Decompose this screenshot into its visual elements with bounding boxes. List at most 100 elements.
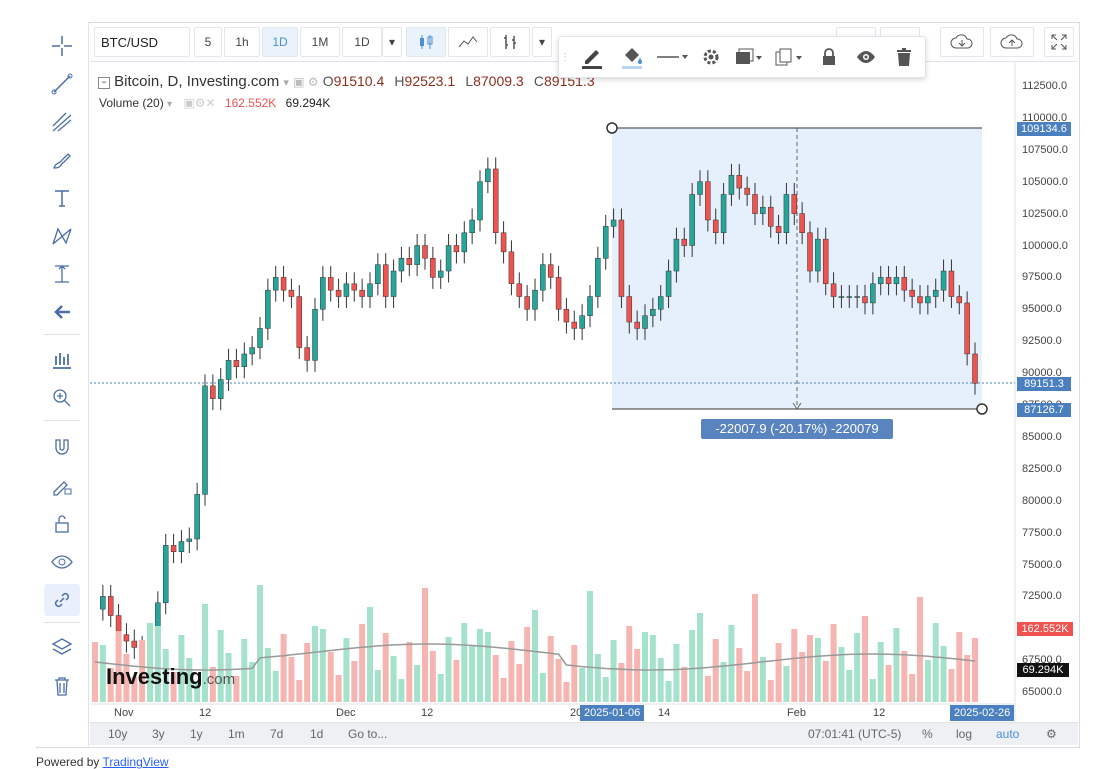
lock-drawing-icon[interactable] (44, 470, 80, 502)
time-label-12-feb: 12 (873, 707, 886, 719)
candle (681, 238, 688, 246)
candle (100, 596, 106, 610)
line-style-button[interactable] (448, 27, 488, 57)
magnet-icon[interactable] (44, 432, 80, 464)
zoom-icon[interactable] (44, 382, 80, 414)
measure-handle-top (606, 122, 618, 134)
pencil-icon (582, 50, 602, 69)
long-position-icon[interactable] (44, 344, 80, 376)
link-icon[interactable] (44, 584, 80, 616)
layers-icon[interactable] (44, 632, 80, 664)
interval-label: 1M (311, 35, 329, 49)
settings-icon[interactable]: ▣ ⚙ (293, 75, 319, 89)
style-dropdown-button[interactable]: ▾ (532, 27, 552, 57)
interval-dropdown-button[interactable]: ▾ (382, 27, 402, 57)
gear-icon (703, 49, 719, 65)
clone-button[interactable] (771, 41, 805, 73)
interval-button-5[interactable]: 5 (194, 27, 222, 57)
candles-style-button[interactable] (406, 27, 446, 57)
candle (500, 232, 507, 253)
candle (265, 289, 271, 329)
auto-toggle[interactable]: auto (996, 727, 1020, 741)
interval-button-1h[interactable]: 1h (224, 27, 260, 57)
range-1d[interactable]: 1d (310, 727, 324, 741)
cloud-upload-button[interactable] (990, 27, 1034, 57)
fullscreen-button[interactable] (1044, 27, 1074, 57)
area-chart-icon (458, 36, 478, 48)
pitchfork-icon[interactable] (44, 106, 80, 138)
volume-bar (390, 656, 397, 702)
text-icon[interactable] (44, 182, 80, 214)
price-chart[interactable] (90, 62, 1020, 722)
collapse-icon[interactable]: − (98, 77, 110, 89)
volume-bar (304, 643, 311, 702)
percent-toggle[interactable]: % (922, 727, 933, 741)
drawing-settings-button[interactable] (697, 41, 725, 73)
price-tick-label: 75000.0 (1022, 558, 1062, 571)
candle (830, 283, 837, 297)
interval-button-1m[interactable]: 1M (300, 27, 340, 57)
candle (775, 226, 782, 233)
cloud-download-button[interactable] (940, 27, 984, 57)
measure-result-label: -22007.9 (-20.17%) -220079 (701, 419, 893, 439)
measure-tool-icon[interactable] (44, 258, 80, 290)
hide-button[interactable] (851, 41, 881, 73)
lock-button[interactable] (815, 41, 843, 73)
trash-icon[interactable] (44, 670, 80, 702)
gear-icon[interactable]: ⚙ (1046, 727, 1057, 741)
line-style-dropdown[interactable] (653, 41, 691, 73)
volume-bar (563, 682, 570, 702)
delete-button[interactable] (889, 41, 919, 73)
range-1m[interactable]: 1m (228, 727, 245, 741)
log-toggle[interactable]: log (956, 727, 973, 741)
candle (909, 289, 915, 297)
eye-icon[interactable] (44, 546, 80, 578)
candle (469, 219, 475, 233)
volume-bar (736, 648, 743, 702)
fill-color-button[interactable] (615, 41, 649, 73)
volume-bar (477, 629, 483, 702)
price-tick-label: 95000.0 (1022, 303, 1062, 316)
range-3y[interactable]: 3y (152, 727, 165, 741)
powered-prefix: Powered by (36, 755, 103, 769)
symbol-search-input[interactable]: BTC/USD (94, 27, 190, 57)
open-value: 91510.4 (333, 73, 385, 89)
volume-bar (162, 649, 169, 702)
candle (547, 264, 554, 278)
candle (445, 245, 452, 272)
drag-handle-icon[interactable]: ⋮ (560, 51, 570, 63)
volume-bar (319, 629, 326, 702)
unlock-icon[interactable] (44, 508, 80, 540)
volume-bar (697, 613, 703, 702)
price-tick-label: 80000.0 (1022, 494, 1062, 507)
volume-settings-icon[interactable]: ▣⚙✕ (183, 96, 216, 110)
investing-logo: Investing.com (106, 664, 235, 690)
candle (225, 360, 232, 380)
back-arrow-icon[interactable] (44, 296, 80, 328)
volume-bar (799, 652, 806, 702)
goto-button[interactable]: Go to... (348, 727, 388, 741)
range-1y[interactable]: 1y (190, 727, 203, 741)
volume-bar (500, 678, 507, 702)
visual-order-button[interactable] (731, 41, 765, 73)
line-color-button[interactable] (575, 41, 609, 73)
range-7d[interactable]: 7d (270, 727, 284, 741)
bars-style-button[interactable] (490, 27, 530, 57)
chevron-down-icon[interactable]: ▾ (283, 77, 289, 89)
chevron-down-icon[interactable]: ▾ (167, 99, 173, 110)
chevron-down-icon: ▾ (538, 35, 546, 49)
crosshair-icon[interactable] (44, 30, 80, 62)
brush-icon[interactable] (44, 144, 80, 176)
volume-bar (964, 655, 971, 702)
range-10y[interactable]: 10y (108, 727, 128, 741)
clock-time[interactable]: 07:01:41 (UTC-5) (808, 727, 902, 741)
interval-button-1d[interactable]: 1D (262, 27, 298, 57)
trend-line-icon[interactable] (44, 68, 80, 100)
interval-button-1d-custom[interactable]: 1D (342, 27, 382, 57)
volume-bar (437, 674, 444, 702)
volume-bar (194, 681, 201, 702)
candle (838, 296, 845, 298)
candle (964, 302, 970, 355)
pattern-icon[interactable] (44, 220, 80, 252)
tradingview-link[interactable]: TradingView (102, 755, 169, 769)
